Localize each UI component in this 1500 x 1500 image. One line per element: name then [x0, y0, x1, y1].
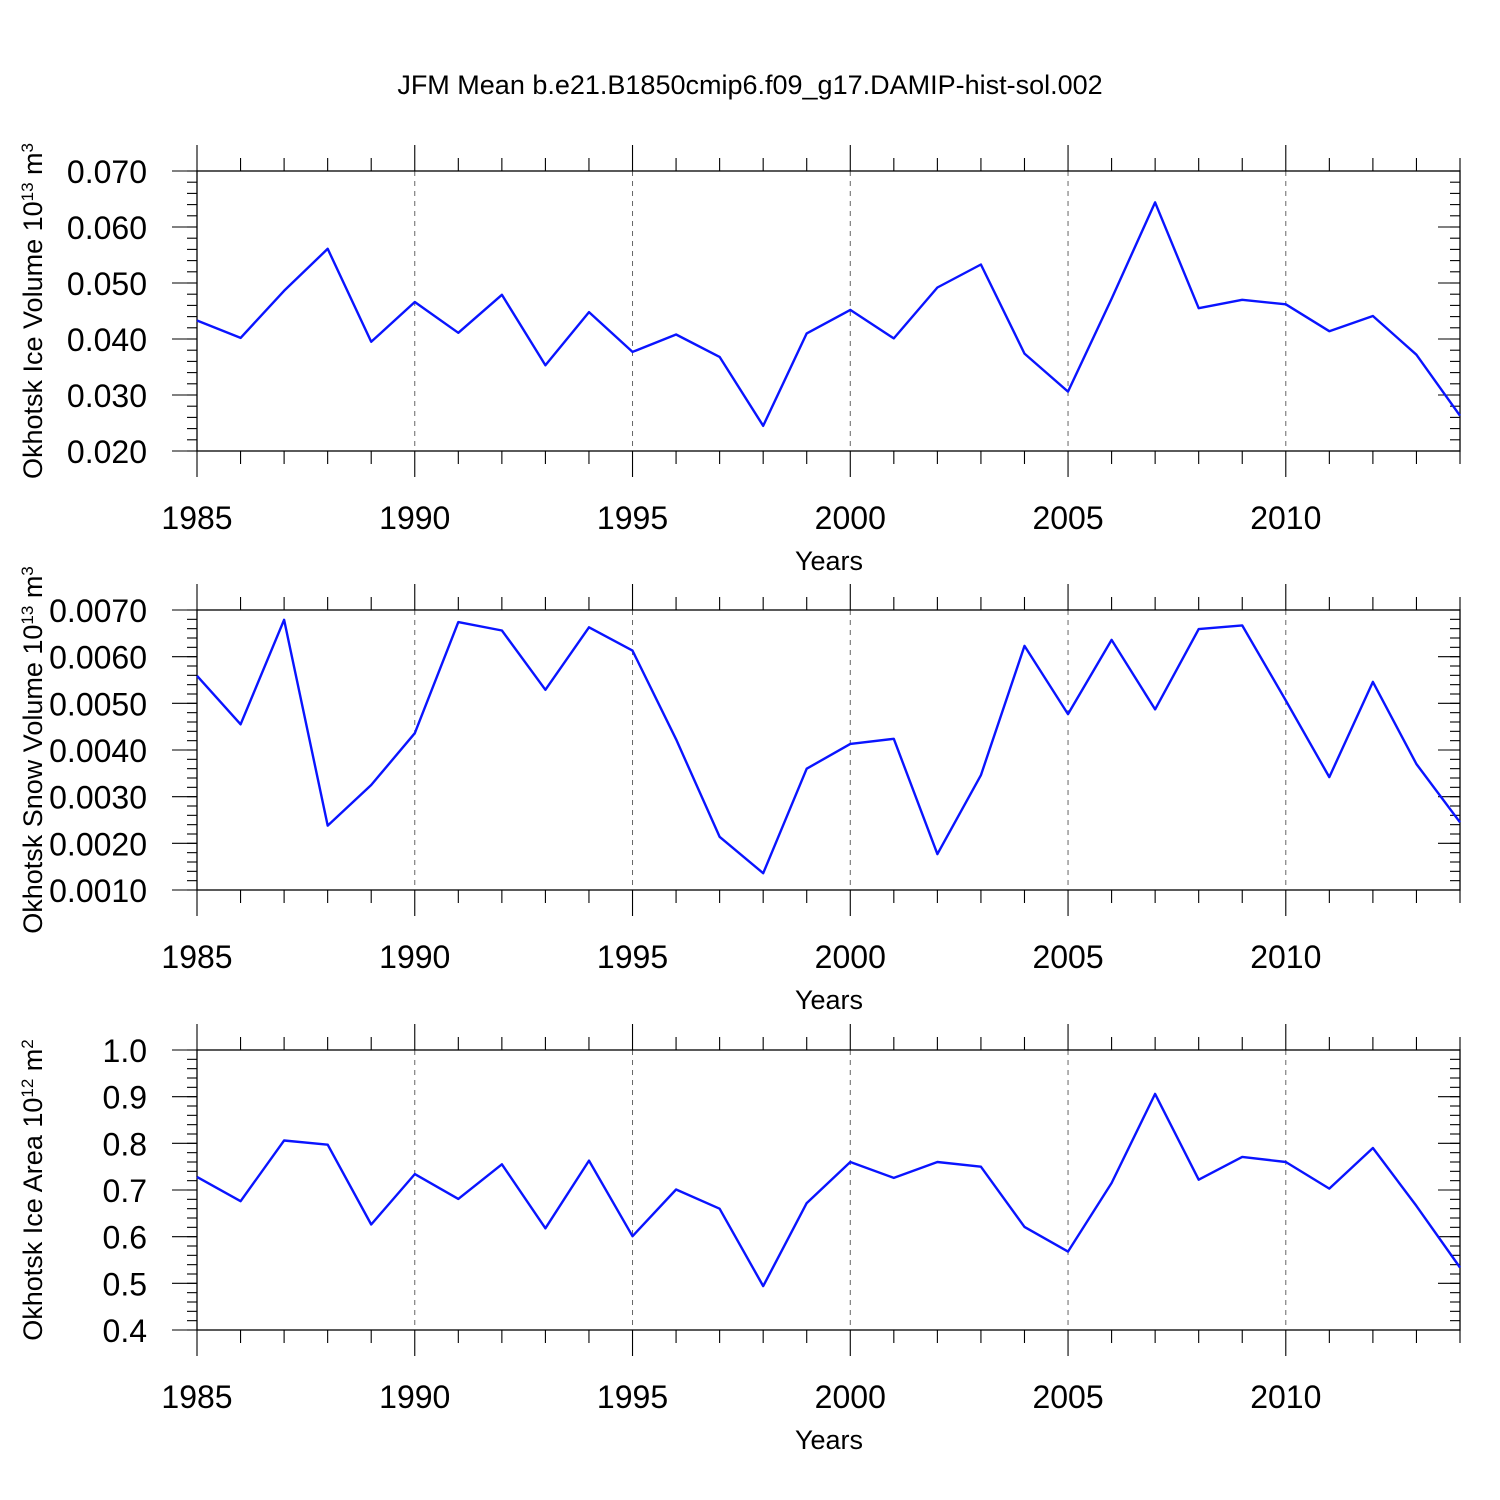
x-tick-label: 2005 — [1032, 939, 1103, 975]
x-tick-label: 1990 — [379, 500, 450, 536]
plot-frame — [196, 170, 1461, 452]
x-tick-label: 1995 — [597, 939, 668, 975]
y-tick-label: 0.9 — [103, 1080, 147, 1116]
y-tick-label: 0.0040 — [49, 733, 147, 769]
x-axis-label: Years — [795, 1425, 863, 1455]
x-axis-label: Years — [795, 985, 863, 1015]
y-tick-label: 0.040 — [67, 322, 147, 358]
x-tick-label: 1985 — [161, 939, 232, 975]
data-line-ice-area — [196, 1092, 1461, 1288]
x-tick-label: 1985 — [161, 1379, 232, 1415]
x-tick-label: 2010 — [1250, 500, 1321, 536]
y-axis-label: Okhotsk Ice Volume 1013 m3 — [18, 143, 49, 479]
y-tick-label: 0.0070 — [49, 593, 147, 629]
y-tick-label: 1.0 — [103, 1033, 147, 1069]
x-tick-label: 2010 — [1250, 1379, 1321, 1415]
data-line-snow-volume — [196, 618, 1461, 875]
x-tick-label: 1990 — [379, 939, 450, 975]
x-tick-label: 1990 — [379, 1379, 450, 1415]
y-tick-label: 0.8 — [103, 1126, 147, 1162]
y-tick-label: 0.5 — [103, 1266, 147, 1302]
chart-panel-ice-volume: 0.020 0.030 0.040 0.050 0.060 0.070 1985 1990 19… — [18, 143, 1461, 576]
y-tick-label: 0.030 — [67, 378, 147, 414]
x-tick-label: 2005 — [1032, 500, 1103, 536]
y-axis-label: Okhotsk Ice Area 1012 m2 — [18, 1039, 49, 1341]
y-tick-label: 0.060 — [67, 210, 147, 246]
y-tick-label: 0.4 — [103, 1313, 147, 1349]
y-axis-label: Okhotsk Snow Volume 1013 m3 — [18, 566, 49, 934]
x-tick-label: 1995 — [597, 1379, 668, 1415]
y-tick-label: 0.0030 — [49, 780, 147, 816]
x-tick-label: 2005 — [1032, 1379, 1103, 1415]
y-tick-label: 0.6 — [103, 1220, 147, 1256]
x-tick-label: 2000 — [815, 939, 886, 975]
x-tick-label: 1985 — [161, 500, 232, 536]
y-tick-label: 0.0010 — [49, 873, 147, 909]
x-axis-label: Years — [795, 546, 863, 576]
chart-panel-snow-volume: 0.0010 0.0020 0.0030 0.0040 0.0050 0.0060 0.00… — [18, 566, 1461, 1015]
figure-title: JFM Mean b.e21.B1850cmip6.f09_g17.DAMIP-… — [397, 70, 1102, 100]
y-tick-label: 0.070 — [67, 154, 147, 190]
chart-panel-ice-area: 0.4 0.5 0.6 0.7 0.8 0.9 1.0 1985 1990 1995 2000 200… — [18, 1024, 1461, 1455]
y-tick-label: 0.0060 — [49, 640, 147, 676]
x-tick-label: 2000 — [815, 500, 886, 536]
y-tick-label: 0.0050 — [49, 686, 147, 722]
x-tick-label: 1995 — [597, 500, 668, 536]
y-tick-label: 0.050 — [67, 266, 147, 302]
plot-frame — [196, 1049, 1461, 1331]
x-tick-label: 2000 — [815, 1379, 886, 1415]
data-line-ice-volume — [196, 201, 1461, 427]
y-tick-label: 0.020 — [67, 434, 147, 470]
plot-frame — [196, 609, 1461, 891]
y-tick-label: 0.7 — [103, 1173, 147, 1209]
x-tick-label: 2010 — [1250, 939, 1321, 975]
y-tick-label: 0.0020 — [49, 826, 147, 862]
